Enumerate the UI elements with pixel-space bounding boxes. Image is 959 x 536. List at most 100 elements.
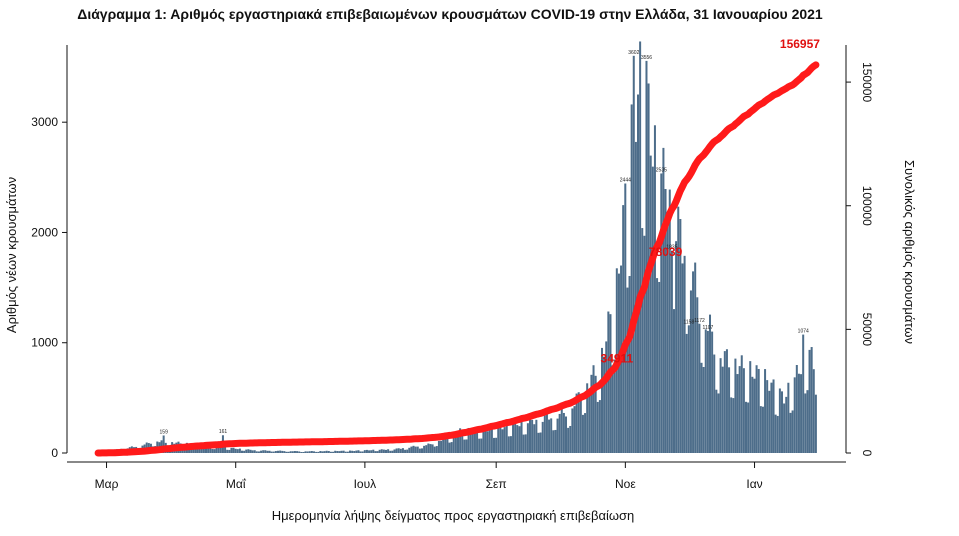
daily-bar <box>440 440 443 453</box>
daily-bar <box>454 435 457 453</box>
daily-bar <box>562 412 565 453</box>
bar-value-label: 1074 <box>798 329 809 335</box>
daily-bar <box>806 390 809 453</box>
daily-bar <box>522 434 525 453</box>
x-axis-title: Ημερομηνία λήψης δείγματος προς εργαστηρ… <box>272 508 635 523</box>
daily-bar <box>387 449 390 453</box>
daily-bar <box>567 427 570 453</box>
daily-bar <box>787 382 790 453</box>
daily-bar <box>408 447 411 453</box>
daily-bar <box>442 437 445 453</box>
cumulative-value-label: 78039 <box>649 245 683 259</box>
daily-bar <box>298 451 301 453</box>
daily-bar <box>268 450 271 453</box>
daily-bar <box>723 351 726 453</box>
daily-bar <box>219 447 222 453</box>
daily-bar <box>484 428 487 453</box>
daily-bar <box>747 402 750 453</box>
daily-bar <box>247 449 250 453</box>
daily-bar <box>465 439 468 453</box>
daily-bar <box>736 374 739 453</box>
axes-layer: 0 1000 2000 3000 0 50000 100000 150000 Μαρ Μαΐ Ιου… <box>31 45 874 491</box>
daily-bar <box>630 104 633 453</box>
daily-bar <box>425 445 428 453</box>
daily-bar <box>243 450 246 453</box>
daily-bar <box>706 330 709 453</box>
daily-bar <box>681 263 684 453</box>
daily-bar <box>795 365 798 453</box>
daily-bar <box>626 287 629 453</box>
bar-value-label: 3602 <box>628 50 639 56</box>
daily-bar <box>469 431 472 453</box>
daily-bar <box>480 438 483 453</box>
daily-bar <box>230 447 233 453</box>
daily-bar <box>346 451 349 453</box>
daily-bar <box>732 398 735 453</box>
daily-bar <box>590 374 593 453</box>
cumulative-value-label: 34911 <box>601 352 634 366</box>
daily-bar <box>224 446 227 453</box>
daily-bar <box>778 388 781 453</box>
daily-bar <box>503 427 506 453</box>
daily-bar <box>781 391 784 453</box>
daily-bar <box>302 452 305 453</box>
daily-bar <box>683 255 686 453</box>
daily-bar <box>728 367 731 453</box>
daily-bar <box>380 449 383 453</box>
daily-bar <box>446 438 449 453</box>
daily-bar <box>774 414 777 453</box>
daily-bar <box>478 438 481 453</box>
daily-bar <box>289 451 292 453</box>
cumulative-line <box>94 61 820 457</box>
y2-axis-title: Συνολικός αριθμός κρουσμάτων <box>902 160 917 344</box>
daily-bar <box>734 358 737 453</box>
daily-bar <box>764 369 767 453</box>
daily-bar <box>336 451 339 453</box>
daily-bar <box>495 437 498 453</box>
daily-bar <box>310 451 313 453</box>
daily-bar <box>486 431 489 453</box>
daily-bar <box>670 250 673 453</box>
bar-value-label: 2444 <box>620 177 631 183</box>
daily-bar <box>660 173 663 453</box>
daily-bar <box>730 397 733 453</box>
y2-tick-label: 100000 <box>860 186 874 226</box>
daily-bar <box>575 393 578 453</box>
y-tick-label: 3000 <box>31 115 58 129</box>
daily-bar <box>653 125 656 453</box>
daily-bar <box>253 450 256 453</box>
daily-bar <box>421 448 424 453</box>
daily-bar <box>255 451 258 453</box>
daily-bar <box>213 449 216 453</box>
daily-bar <box>404 449 407 453</box>
daily-bar <box>643 235 646 453</box>
daily-bar <box>308 451 311 453</box>
daily-bar <box>351 450 354 453</box>
daily-bar <box>812 369 815 453</box>
bar-value-label: 1107 <box>703 325 714 331</box>
daily-bar <box>596 401 599 453</box>
daily-bar <box>257 451 260 453</box>
daily-bar <box>272 451 275 453</box>
daily-bar <box>785 396 788 453</box>
daily-bar <box>471 431 474 453</box>
daily-bar <box>755 365 758 453</box>
daily-bar <box>745 401 748 453</box>
daily-bar <box>340 450 343 453</box>
daily-bar <box>241 450 244 453</box>
bar-value-label: 159 <box>160 429 169 435</box>
daily-bar <box>560 408 563 453</box>
daily-bar <box>501 429 504 453</box>
daily-bar <box>357 450 360 453</box>
daily-bar <box>291 451 294 453</box>
daily-bar <box>605 341 608 453</box>
daily-bar <box>325 450 328 453</box>
daily-bar <box>205 446 208 453</box>
chart-title: Διάγραμμα 1: Αριθμός εργαστηριακά επιβεβ… <box>77 6 823 22</box>
y2-tick-label: 50000 <box>860 313 874 347</box>
daily-bar <box>552 430 555 453</box>
daily-bar <box>800 374 803 453</box>
daily-bar <box>427 443 430 453</box>
